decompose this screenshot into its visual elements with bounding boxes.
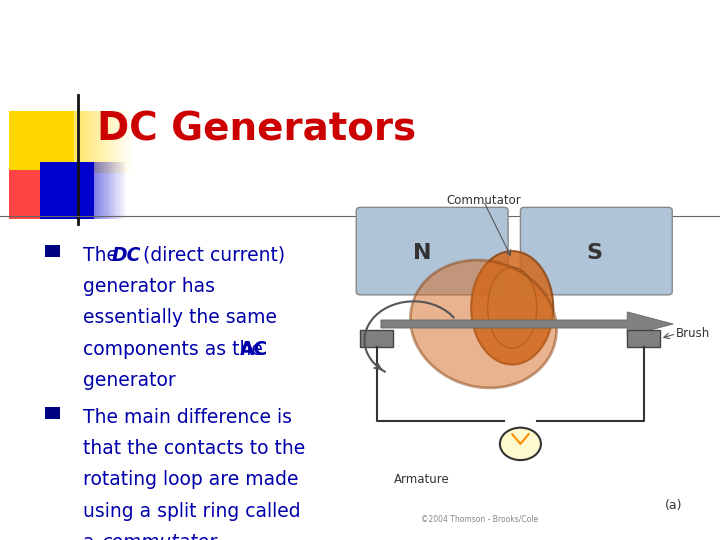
Bar	[16, 170, 63, 219]
Bar	[102, 162, 104, 219]
Bar	[33, 170, 63, 219]
Text: that the contacts to the: that the contacts to the	[83, 439, 305, 458]
Bar	[77, 111, 80, 173]
Bar	[94, 111, 97, 173]
Text: N: N	[413, 242, 431, 263]
Bar	[361, 330, 393, 347]
Bar	[31, 170, 63, 219]
Bar	[109, 162, 111, 219]
Text: Armature: Armature	[394, 473, 450, 486]
Text: a: a	[83, 533, 100, 540]
Text: The main difference is: The main difference is	[83, 408, 292, 427]
Bar	[20, 170, 63, 219]
Text: generator: generator	[83, 371, 176, 390]
Bar	[86, 111, 89, 173]
Text: essentially the same: essentially the same	[83, 308, 276, 327]
FancyArrow shape	[381, 312, 673, 336]
Bar	[124, 162, 126, 219]
Ellipse shape	[471, 251, 553, 364]
Bar	[120, 162, 122, 219]
Bar	[40, 170, 63, 219]
Text: ©2004 Thomson - Brooks/Cole: ©2004 Thomson - Brooks/Cole	[421, 515, 539, 524]
FancyBboxPatch shape	[521, 207, 672, 295]
Bar	[12, 170, 63, 219]
Bar	[40, 162, 94, 219]
Bar	[24, 170, 63, 219]
Bar	[100, 162, 102, 219]
Bar	[74, 111, 77, 173]
Bar	[97, 111, 100, 173]
Bar	[109, 111, 112, 173]
Bar	[83, 111, 86, 173]
Text: using a split ring called: using a split ring called	[83, 502, 300, 521]
Bar	[627, 330, 660, 347]
Bar	[22, 170, 63, 219]
Text: components as the: components as the	[83, 340, 269, 359]
Text: The: The	[83, 246, 124, 265]
Bar	[113, 162, 115, 219]
Text: DC: DC	[112, 246, 141, 265]
Bar	[112, 111, 114, 173]
Text: Brush: Brush	[676, 327, 711, 340]
Bar	[94, 162, 96, 219]
Bar	[115, 162, 117, 219]
Text: DC Generators: DC Generators	[97, 111, 416, 148]
Text: Commutator: Commutator	[446, 194, 521, 207]
Bar	[106, 111, 109, 173]
Bar	[117, 111, 120, 173]
Bar	[123, 111, 126, 173]
Text: commutator: commutator	[102, 533, 217, 540]
Bar	[9, 170, 63, 219]
Bar	[18, 170, 63, 219]
Bar	[129, 111, 132, 173]
Bar	[98, 162, 100, 219]
Bar	[120, 111, 123, 173]
Ellipse shape	[487, 267, 537, 348]
Bar	[29, 170, 63, 219]
Bar	[104, 162, 107, 219]
Bar	[103, 111, 106, 173]
Bar	[45, 407, 60, 419]
Bar	[80, 111, 83, 173]
FancyBboxPatch shape	[356, 207, 508, 295]
Text: (a): (a)	[665, 499, 682, 512]
Bar	[107, 162, 109, 219]
Text: S: S	[586, 242, 603, 263]
Bar	[91, 111, 94, 173]
Bar	[35, 170, 63, 219]
Text: rotating loop are made: rotating loop are made	[83, 470, 298, 489]
Text: AC: AC	[240, 340, 268, 359]
Text: (direct current): (direct current)	[137, 246, 285, 265]
Circle shape	[500, 428, 541, 460]
Bar	[27, 170, 63, 219]
Bar	[96, 162, 98, 219]
Bar	[126, 111, 129, 173]
Bar	[111, 162, 113, 219]
Bar	[114, 111, 117, 173]
Ellipse shape	[410, 260, 557, 388]
Text: generator has: generator has	[83, 277, 215, 296]
Bar	[45, 245, 60, 257]
Bar	[100, 111, 103, 173]
Bar	[117, 162, 120, 219]
Bar	[89, 111, 91, 173]
Bar	[37, 170, 63, 219]
Bar	[9, 111, 74, 173]
Bar	[14, 170, 63, 219]
Bar	[122, 162, 124, 219]
